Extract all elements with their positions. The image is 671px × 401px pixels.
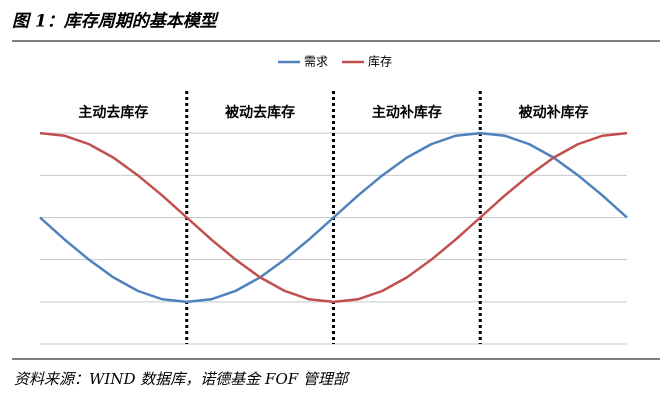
phase-label: 主动去库存: [78, 104, 148, 121]
phase-label: 被动补库存: [519, 104, 589, 121]
legend-label: 需求: [304, 55, 328, 69]
figure-title: 图 1：库存周期的基本模型: [12, 12, 220, 32]
phase-label: 被动去库存: [225, 104, 295, 121]
series-line: [39, 131, 628, 304]
phase-label: 主动补库存: [372, 104, 442, 121]
legend-label: 库存: [368, 54, 392, 69]
series-line: [39, 131, 628, 304]
source-note: 资料来源：WIND 数据库，诺德基金 FOF 管理部: [14, 370, 351, 388]
